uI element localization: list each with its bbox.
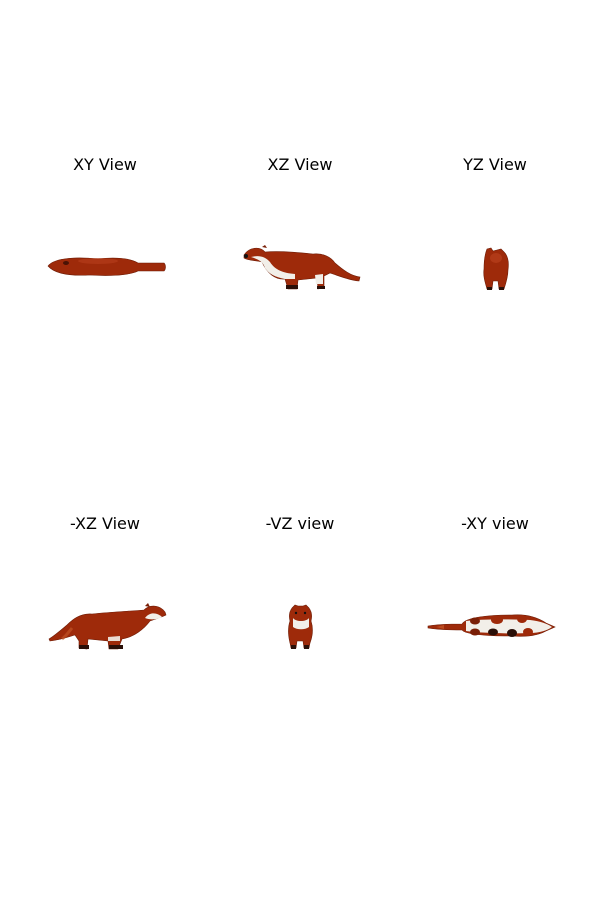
panel-xy-view: XY View xyxy=(10,156,200,356)
animal-render-front xyxy=(483,247,509,290)
animal-render-top xyxy=(47,257,166,276)
panel-xz-view: XZ View xyxy=(205,156,395,356)
animal-render-side-mirrored xyxy=(48,603,167,650)
panel-neg-xz-view: -XZ View xyxy=(10,515,200,715)
panel-neg-xy-view: -XY view xyxy=(400,515,590,715)
panel-title: -XY view xyxy=(461,514,529,533)
panel-title: -VZ view xyxy=(265,514,335,533)
panel-title: -XZ View xyxy=(70,514,140,533)
animal-render-back xyxy=(288,604,313,649)
panel-title: XZ View xyxy=(267,155,333,174)
animal-render-bottom xyxy=(427,614,556,637)
panel-title: XY View xyxy=(73,155,137,174)
animal-render-side xyxy=(243,245,361,290)
panel-yz-view: YZ View xyxy=(400,156,590,356)
panel-title: YZ View xyxy=(463,155,527,174)
panel-neg-vz-view: -VZ view xyxy=(205,515,395,715)
